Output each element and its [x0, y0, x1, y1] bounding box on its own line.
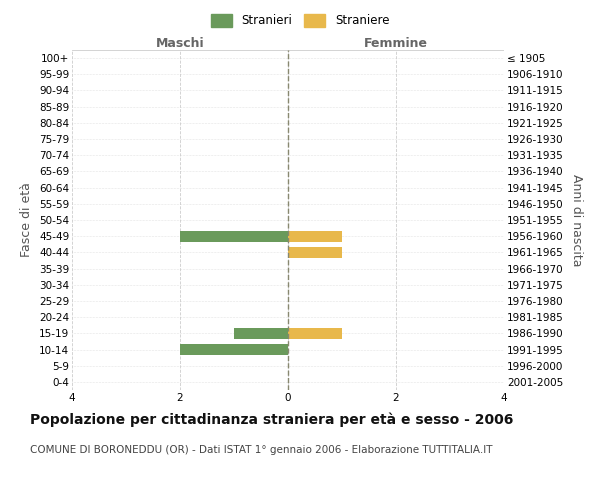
- Bar: [288, 230, 342, 242]
- Bar: [234, 328, 288, 339]
- Legend: Stranieri, Straniere: Stranieri, Straniere: [207, 11, 393, 31]
- Text: Femmine: Femmine: [364, 37, 428, 50]
- Bar: [288, 246, 342, 258]
- Y-axis label: Anni di nascita: Anni di nascita: [570, 174, 583, 266]
- Text: Popolazione per cittadinanza straniera per età e sesso - 2006: Popolazione per cittadinanza straniera p…: [30, 412, 514, 427]
- Text: COMUNE DI BORONEDDU (OR) - Dati ISTAT 1° gennaio 2006 - Elaborazione TUTTITALIA.: COMUNE DI BORONEDDU (OR) - Dati ISTAT 1°…: [30, 445, 493, 455]
- Bar: [288, 328, 342, 339]
- Y-axis label: Fasce di età: Fasce di età: [20, 182, 34, 258]
- Text: Maschi: Maschi: [155, 37, 205, 50]
- Bar: [180, 344, 288, 355]
- Bar: [180, 230, 288, 242]
